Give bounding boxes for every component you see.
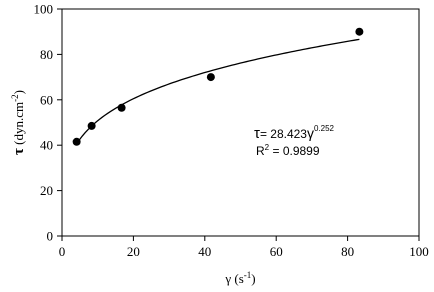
y-tick-label: 40 bbox=[40, 138, 53, 153]
y-label-symbol: τ bbox=[11, 148, 27, 155]
x-tick-label: 100 bbox=[409, 244, 429, 259]
y-tick-label: 100 bbox=[34, 2, 54, 17]
x-label-sup: -1 bbox=[244, 270, 252, 280]
data-point bbox=[117, 103, 126, 112]
fit-lhs: τ bbox=[254, 125, 260, 142]
r2-sup: 2 bbox=[265, 143, 270, 152]
fit-variable: γ bbox=[307, 125, 314, 141]
x-tick-label: 20 bbox=[127, 244, 140, 259]
data-point bbox=[87, 121, 96, 130]
x-tick-label: 80 bbox=[341, 244, 354, 259]
fit-exponent: 0.252 bbox=[314, 124, 335, 133]
y-label-end: ) bbox=[11, 90, 26, 94]
x-label-text: γ (s bbox=[224, 271, 243, 286]
data-point bbox=[206, 73, 215, 82]
r2-label: R bbox=[256, 144, 265, 158]
y-tick-label: 20 bbox=[40, 183, 53, 198]
x-tick-label: 40 bbox=[198, 244, 211, 259]
x-tick-label: 0 bbox=[59, 244, 66, 259]
fit-r-squared: R2 = 0.9899 bbox=[256, 143, 320, 158]
y-tick-label: 60 bbox=[40, 92, 53, 107]
fit-equation: τ= 28.423γ0.252 bbox=[254, 124, 335, 142]
x-label-end: ) bbox=[251, 271, 255, 286]
y-axis-label: τ (dyn.cm-2) bbox=[10, 90, 27, 155]
fit-coefficient: 28.423 bbox=[270, 127, 307, 141]
plot-frame bbox=[61, 8, 420, 237]
y-label-sup: -2 bbox=[10, 94, 20, 102]
fit-eq: = bbox=[260, 127, 270, 141]
r2-eq: = bbox=[269, 144, 283, 158]
y-tick-label: 0 bbox=[47, 229, 54, 244]
data-point bbox=[72, 137, 81, 146]
y-label-text: (dyn.cm bbox=[11, 102, 26, 148]
r2-value: 0.9899 bbox=[283, 144, 320, 158]
y-tick-label: 80 bbox=[40, 47, 53, 62]
fit-curve bbox=[76, 38, 360, 145]
data-point bbox=[355, 27, 364, 36]
x-axis-label: γ (s-1) bbox=[224, 270, 255, 286]
x-tick-label: 60 bbox=[270, 244, 283, 259]
